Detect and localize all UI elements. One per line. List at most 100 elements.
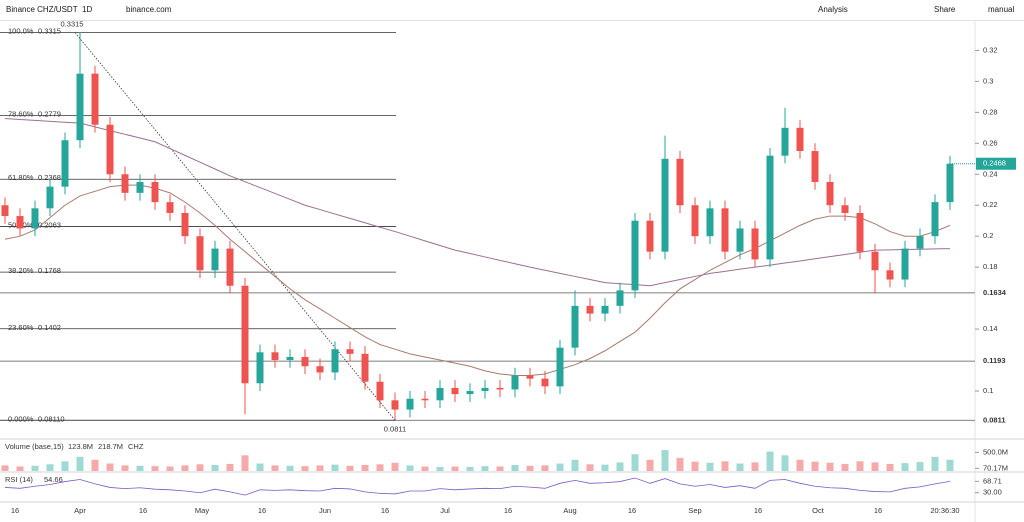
volume-bar (136, 465, 144, 471)
candle-body (706, 208, 714, 237)
analysis[interactable]: Analysis (818, 5, 848, 14)
x-tick-label: May (195, 506, 209, 515)
candle-body (316, 366, 324, 373)
symbol[interactable]: Binance CHZ/USDT (6, 5, 78, 14)
price-label: 0.0811 (983, 415, 1006, 424)
volume-title: Volume (base,15) (5, 442, 64, 451)
candle-body (436, 387, 444, 401)
candle-body (361, 353, 369, 382)
volume-bar (421, 466, 429, 471)
volume-tick-label: 500.0M (983, 447, 1008, 456)
x-tick-label: 16 (874, 506, 882, 515)
volume-bar (331, 464, 339, 471)
candle-body (121, 174, 129, 193)
volume-bar (766, 451, 774, 471)
y-tick-label: 0.22 (983, 200, 998, 209)
y-tick-label: 0.14 (983, 324, 998, 333)
candle-body (601, 305, 609, 314)
candle-body (796, 127, 804, 152)
x-tick-label: Jun (319, 506, 331, 515)
volume-bar (946, 459, 954, 471)
volume-bar (721, 461, 729, 471)
candle-body (481, 387, 489, 392)
volume-stat: 218.7M (98, 442, 123, 451)
candle-body (151, 182, 159, 203)
candle-body (226, 248, 234, 286)
candle-body (496, 387, 504, 390)
volume-bar (811, 461, 819, 471)
volume-bar (481, 466, 489, 471)
y-tick-label: 0.3 (983, 76, 993, 85)
y-tick-label: 0.32 (983, 45, 998, 54)
volume-bar (691, 461, 699, 471)
candle-body (811, 151, 819, 183)
candle-body (16, 216, 24, 229)
volume-bar (466, 466, 474, 471)
fib-level: 100.0% (8, 27, 34, 36)
volume-bar (751, 462, 759, 471)
volume-bar (16, 466, 24, 471)
volume-bar (346, 465, 354, 471)
candle-body (511, 375, 519, 390)
toolbar: Binance CHZ/USDT 1D binance.com Analysis… (0, 0, 1024, 21)
x-tick-label: Aug (563, 506, 576, 515)
volume-bar (256, 463, 264, 471)
y-tick-label: 0.1 (983, 386, 993, 395)
candle-body (766, 155, 774, 260)
candle-body (586, 305, 594, 314)
candle-body (661, 158, 669, 252)
volume-bar (841, 463, 849, 471)
volume-bar (1, 465, 9, 471)
candle-body (301, 356, 309, 367)
volume-bar (541, 465, 549, 471)
volume-bar (556, 463, 564, 471)
candle-body (166, 202, 174, 213)
x-tick-label: 16 (504, 506, 512, 515)
candle-body (61, 140, 69, 187)
price-badge (976, 414, 1016, 427)
candle-body (676, 158, 684, 206)
volume-bar (676, 457, 684, 471)
volume-bar (76, 456, 84, 471)
candle-body (211, 248, 219, 271)
candle-body (106, 124, 114, 175)
volume-bar (796, 459, 804, 471)
candle-body (256, 352, 264, 384)
volume-bar (706, 462, 714, 471)
candle-body (571, 305, 579, 348)
interval[interactable]: 1D (82, 5, 93, 14)
volume-bar (586, 464, 594, 471)
y-tick-label: 0.24 (983, 169, 998, 178)
fib-price: 0.2063 (38, 220, 61, 229)
fib-price: 0.2368 (38, 173, 61, 182)
fib-level: 23.60% (8, 323, 34, 332)
candle-body (631, 220, 639, 291)
volume-bar (406, 465, 414, 471)
rsi-title: RSI (14) (5, 475, 33, 484)
x-tick-label: Oct (812, 506, 825, 515)
last-price-label: 0.2468 (983, 159, 1006, 168)
volume-bar (91, 459, 99, 471)
volume-bar (916, 462, 924, 471)
volume-bar (736, 463, 744, 471)
price-badge (976, 286, 1016, 299)
x-tick-label: 16 (381, 506, 389, 515)
volume-bar (226, 463, 234, 471)
share[interactable]: Share (934, 5, 956, 14)
price-label: 0.1634 (983, 288, 1007, 297)
volume-bar (31, 465, 39, 471)
last-price-badge (976, 157, 1016, 170)
volume-bar (301, 466, 309, 471)
candle-body (421, 398, 429, 401)
candle-body (466, 391, 474, 395)
fib-level: 38.20% (8, 266, 34, 275)
volume-bar (241, 455, 249, 471)
mode[interactable]: manual (988, 5, 1015, 14)
candle-body (691, 205, 699, 237)
volume-bar (871, 462, 879, 471)
candle-body (916, 236, 924, 249)
x-tick-label: Apr (74, 506, 86, 515)
volume-bar (391, 462, 399, 471)
x-tick-label: 16 (139, 506, 147, 515)
y-tick-label: 0.2 (983, 231, 993, 240)
